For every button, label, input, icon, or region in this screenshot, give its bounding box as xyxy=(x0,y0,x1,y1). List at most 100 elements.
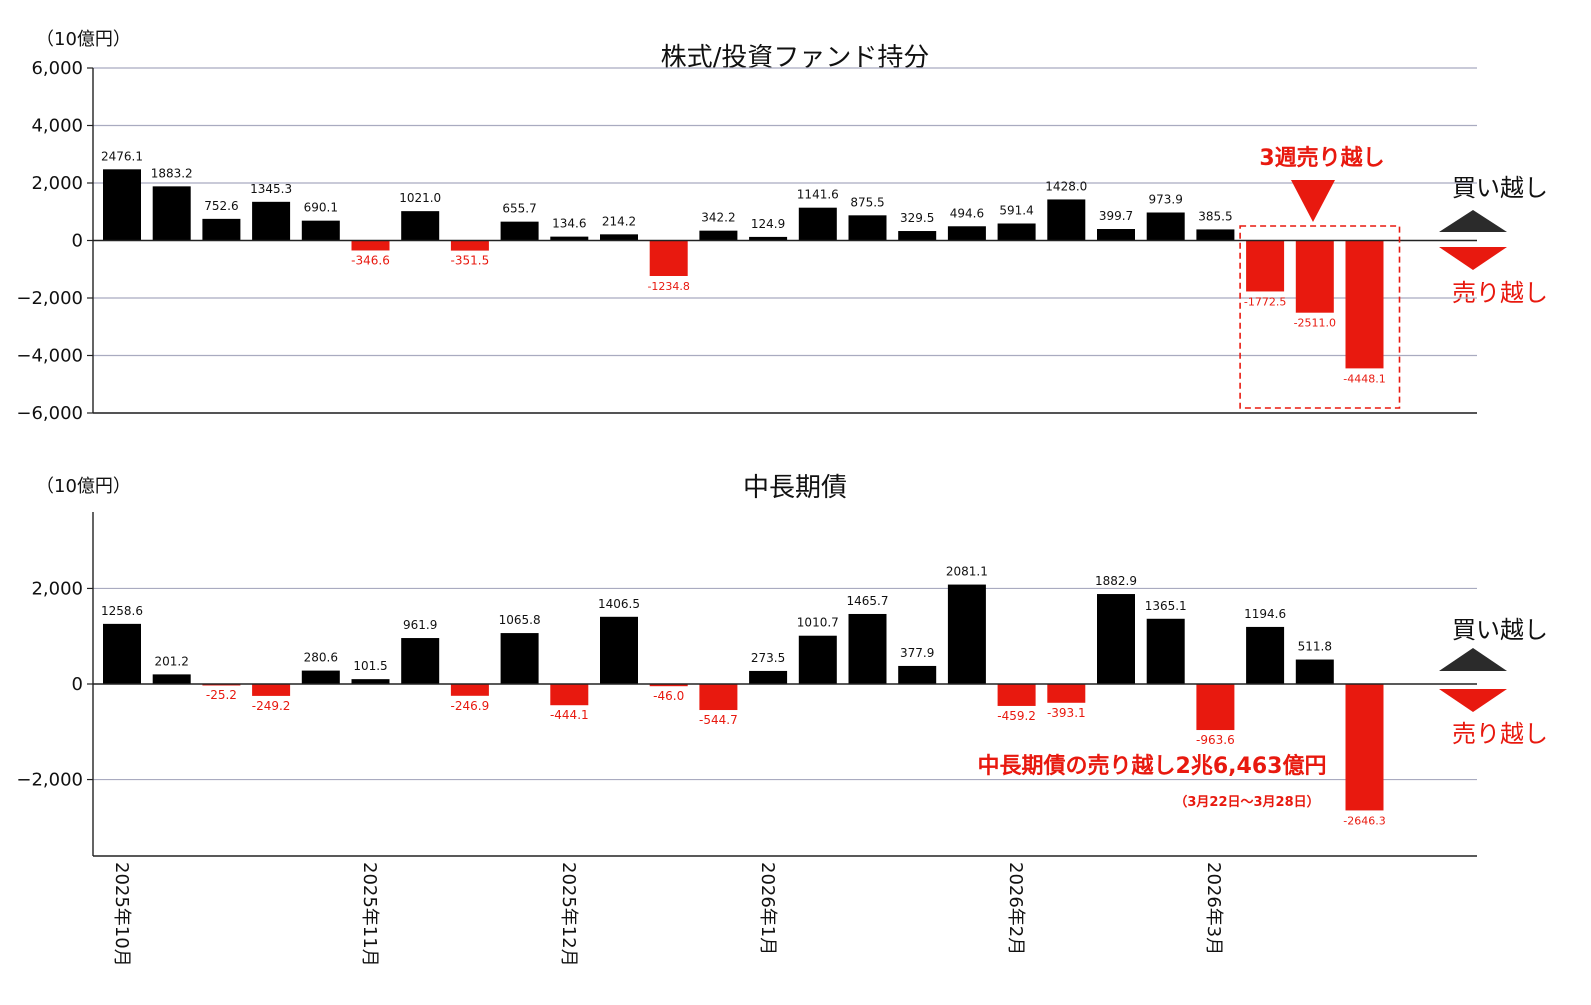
x-month-label: 2025年11月 xyxy=(359,862,380,967)
buy-label-top: 買い越し xyxy=(1452,174,1548,202)
bar-positive-top xyxy=(848,215,887,241)
bar-positive-bottom xyxy=(301,670,340,684)
bar-negative-bottom xyxy=(1345,684,1384,811)
bar-positive-bottom xyxy=(351,679,390,684)
bar-positive-top xyxy=(749,236,788,241)
bar-positive-top xyxy=(301,220,340,241)
bar-positive-bottom xyxy=(1246,626,1285,684)
bar-positive-top xyxy=(1196,229,1235,241)
bar-negative-top xyxy=(1295,240,1334,313)
data-label-top: 655.7 xyxy=(502,202,536,216)
bar-negative-bottom xyxy=(997,684,1036,706)
y-tick-label-top: 6,000 xyxy=(31,58,83,79)
bar-negative-bottom xyxy=(1047,684,1086,703)
bar-positive-top xyxy=(600,234,638,241)
sell-label-bottom: 売り越し xyxy=(1452,720,1548,748)
x-month-label: 2026年2月 xyxy=(1005,862,1026,955)
data-label-bottom: -544.7 xyxy=(699,713,738,727)
data-label-bottom: -46.0 xyxy=(653,689,684,703)
data-label-bottom: -246.9 xyxy=(451,699,490,713)
data-label-bottom: 1258.6 xyxy=(101,604,143,618)
data-label-top: 2476.1 xyxy=(101,149,143,163)
data-label-top: 591.4 xyxy=(999,203,1033,217)
buy-up-triangle-icon xyxy=(1439,210,1507,232)
bar-negative-top xyxy=(1345,240,1384,369)
bar-positive-bottom xyxy=(798,635,837,684)
bar-positive-bottom xyxy=(1295,659,1334,684)
data-label-top: 399.7 xyxy=(1099,209,1133,223)
bar-positive-bottom xyxy=(1146,618,1185,684)
bond-sell-annotation: 中長期債の売り越し2兆6,463億円 xyxy=(978,753,1327,779)
bar-positive-bottom xyxy=(152,674,191,684)
y-tick-label-top: 0 xyxy=(72,231,83,252)
bar-positive-top xyxy=(898,231,937,241)
bar-positive-top xyxy=(500,221,539,241)
unit-label-bottom: （10億円） xyxy=(36,476,131,497)
bar-positive-top xyxy=(252,201,291,241)
data-label-bottom: 1882.9 xyxy=(1095,574,1137,588)
data-label-top: 385.5 xyxy=(1198,209,1232,223)
data-label-top: 973.9 xyxy=(1149,193,1183,207)
data-label-bottom: -444.1 xyxy=(550,708,589,722)
data-label-bottom: 280.6 xyxy=(304,651,338,665)
sell-down-triangle-icon xyxy=(1439,689,1507,712)
data-label-bottom: 101.5 xyxy=(353,659,387,673)
data-label-top: 690.1 xyxy=(304,201,338,215)
highlight-box xyxy=(1239,225,1401,409)
bar-positive-bottom xyxy=(401,638,440,684)
bar-negative-bottom xyxy=(1196,684,1235,731)
data-label-bottom: -459.2 xyxy=(997,709,1036,723)
data-label-top: -2511.0 xyxy=(1294,317,1336,330)
bar-positive-top xyxy=(152,186,191,241)
annotation-pointer-icon xyxy=(1291,180,1335,222)
bar-positive-top xyxy=(947,226,986,241)
bar-positive-bottom xyxy=(500,633,539,684)
data-label-bottom: 1465.7 xyxy=(847,594,889,608)
data-label-bottom: 1194.6 xyxy=(1244,607,1286,621)
y-tick-label-top: −4,000 xyxy=(16,346,83,367)
data-label-top: 134.6 xyxy=(552,217,586,231)
data-label-top: 1021.0 xyxy=(399,191,441,205)
y-tick-label-top: 4,000 xyxy=(31,116,83,137)
x-month-label: 2025年10月 xyxy=(111,862,132,967)
data-label-bottom: 1010.7 xyxy=(797,616,839,630)
y-tick-label-bottom: −2,000 xyxy=(16,770,83,791)
bar-positive-bottom xyxy=(1097,594,1135,684)
x-month-label: 2026年3月 xyxy=(1203,862,1224,955)
bar-negative-bottom xyxy=(450,684,489,696)
data-label-top: 214.2 xyxy=(602,214,636,228)
bar-positive-top xyxy=(1146,212,1185,241)
data-label-top: 875.5 xyxy=(850,195,884,209)
data-label-bottom: -25.2 xyxy=(206,688,237,702)
y-tick-label-bottom: 2,000 xyxy=(31,578,83,599)
bar-negative-bottom xyxy=(202,684,241,686)
buy-label-bottom: 買い越し xyxy=(1452,616,1548,644)
bar-positive-top xyxy=(798,207,837,241)
data-label-top: -1772.5 xyxy=(1244,295,1286,308)
data-label-bottom: -393.1 xyxy=(1047,706,1086,720)
data-label-top: 752.6 xyxy=(204,199,238,213)
chart-title-bottom: 中長期債 xyxy=(743,473,847,503)
y-tick-label-top: 2,000 xyxy=(31,173,83,194)
data-label-bottom: 961.9 xyxy=(403,618,437,632)
bar-positive-top xyxy=(997,223,1036,241)
bar-negative-top xyxy=(649,240,688,277)
bar-positive-bottom xyxy=(600,616,638,684)
buy-up-triangle-icon xyxy=(1439,648,1507,671)
bar-negative-bottom xyxy=(649,684,688,687)
data-label-bottom: 1406.5 xyxy=(598,597,640,611)
sell-down-triangle-icon xyxy=(1439,247,1507,270)
bar-positive-top xyxy=(401,211,440,241)
data-label-top: 329.5 xyxy=(900,211,934,225)
data-label-top: 1883.2 xyxy=(151,166,193,180)
data-label-top: 1345.3 xyxy=(250,182,292,196)
data-label-top: -346.6 xyxy=(351,253,390,267)
bar-negative-bottom xyxy=(550,684,589,706)
y-tick-label-top: −6,000 xyxy=(16,403,83,424)
data-label-bottom: 201.2 xyxy=(155,654,189,668)
data-label-bottom: 511.8 xyxy=(1298,640,1332,654)
data-label-top: -1234.8 xyxy=(647,280,689,293)
bar-positive-bottom xyxy=(947,584,986,684)
data-label-top: 124.9 xyxy=(751,217,785,231)
bar-positive-top xyxy=(550,236,589,241)
